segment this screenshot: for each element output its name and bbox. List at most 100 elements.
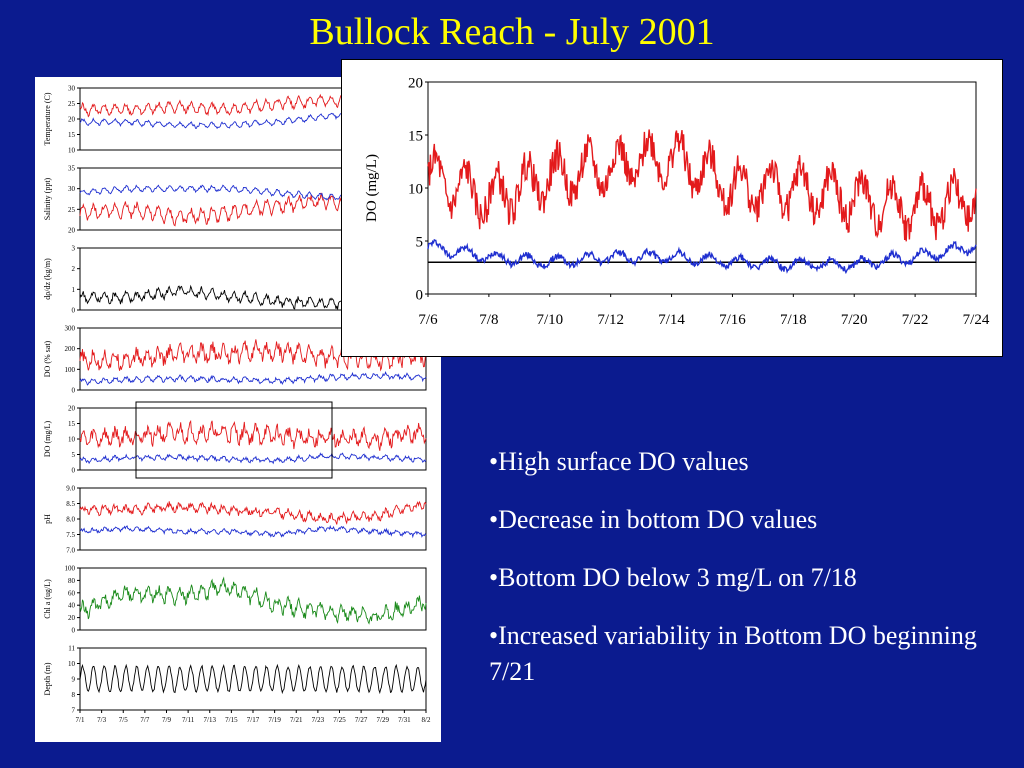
y-tick-label: 7.5 [66,531,75,539]
y-tick-label: 8.5 [66,500,75,508]
y-tick-label: 10 [68,146,76,154]
x-tick-label: 7/12 [597,312,624,328]
panel-frame [79,567,427,631]
y-tick-label: 40 [68,602,76,610]
y-axis-label: DO (% sat) [43,340,52,377]
y-tick-label: 20 [68,115,76,123]
y-tick-label: 60 [68,589,76,597]
y-tick-label: 15 [408,128,423,144]
y-tick-label: 8 [72,691,76,699]
y-tick-label: 5 [416,234,424,250]
series-line-2 [79,371,427,386]
slide-title: Bullock Reach - July 2001 [309,11,715,53]
x-tick-label: 7/1 [76,716,85,724]
x-tick-label: 7/29 [377,716,390,724]
series-line-1 [427,129,977,242]
y-tick-label: 0 [72,306,76,314]
bullet-item: •High surface DO values [489,447,749,476]
y-tick-label: 0 [416,287,424,303]
y-tick-label: 15 [68,131,76,139]
x-tick-label: 7/21 [290,716,303,724]
y-axis-label: Depth (m) [43,662,52,695]
y-axis-label: DO (mg/L) [364,154,380,222]
x-tick-label: 7/8 [479,312,498,328]
x-tick-label: 7/6 [418,312,438,328]
y-tick-label: 0 [72,466,76,474]
y-tick-label: 10 [408,181,423,197]
y-tick-label: 20 [68,226,76,234]
panel-ph: 7.0 7.5 8.0 8.5 9.0 pH [43,484,427,554]
panel-do-saturation: 0 100 200 300 DO (% sat) [43,324,427,394]
y-tick-label: 10 [68,660,76,668]
do-zoom-chart: 0 5 10 15 20 DO (mg/L) 7/6 7/8 7/10 7/12 7/14 7/16 7… [341,59,1003,357]
bullet-item: •Decrease in bottom DO values [489,505,818,534]
x-tick-label: 7/13 [204,716,217,724]
zoom-highlight-box [135,401,333,479]
x-tick-label: 7/27 [355,716,368,724]
y-tick-label: 80 [68,577,76,585]
series-line-1 [79,663,427,695]
y-tick-label: 15 [68,420,76,428]
y-tick-label: 100 [65,564,76,572]
x-tick-label: 7/31 [398,716,411,724]
x-tick-label: 8/2 [422,716,431,724]
x-tick-label: 7/11 [182,716,195,724]
series-line-2 [79,524,427,539]
y-tick-label: 0 [72,386,76,394]
y-axis-label: dρ/dz (kg/m) [43,258,52,300]
x-tick-label: 7/19 [268,716,281,724]
x-tick-label: 7/3 [97,716,106,724]
x-tick-label: 7/7 [140,716,149,724]
y-tick-label: 30 [68,185,76,193]
y-tick-label: 20 [408,75,423,91]
x-tick-label: 7/18 [780,312,807,328]
series-line-1 [79,576,427,625]
series-line-2 [79,451,427,465]
x-tick-label: 7/9 [162,716,171,724]
y-axis-label: Chl a (ug/L) [43,579,52,619]
panel-depth: 7 8 9 10 11 Depth (m) 7/1 7/3 7/5 7/7 7/9 7/11 7/13 7… [43,644,431,724]
y-tick-label: 5 [72,451,76,459]
y-tick-label: 20 [68,404,76,412]
panel-frame [79,487,427,551]
series-line-1 [79,339,427,372]
y-axis-label: pH [43,514,52,524]
y-axis-label: Temperature (C) [43,92,52,145]
y-tick-label: 25 [68,100,76,108]
panel-do-mgl: 0 5 10 15 20 DO (mg/L) [43,404,427,474]
x-tick-label: 7/23 [312,716,325,724]
y-tick-label: 300 [65,324,76,332]
x-tick-label: 7/10 [536,312,563,328]
y-tick-label: 2 [72,265,76,273]
y-axis-label: Salinity (ppt) [43,177,52,220]
y-axis-label: DO (mg/L) [43,421,52,458]
x-tick-label: 7/24 [963,312,990,328]
x-tick-label: 7/22 [902,312,929,328]
series-line-2 [427,238,977,275]
y-tick-label: 30 [68,84,76,92]
x-tick-label: 7/17 [247,716,260,724]
bullet-list: •High surface DO values •Decrease in bot… [489,444,999,712]
x-tick-label: 7/5 [119,716,128,724]
y-tick-label: 35 [68,164,76,172]
x-tick-label: 7/16 [719,312,746,328]
y-tick-label: 100 [65,366,76,374]
series-line-1 [79,419,427,451]
y-tick-label: 200 [65,345,76,353]
x-tick-label: 7/15 [225,716,238,724]
y-tick-label: 9.0 [66,484,75,492]
panel-do-zoom: 0 5 10 15 20 DO (mg/L) 7/6 7/8 7/10 7/12 7/14 7/16 7… [364,75,990,328]
y-tick-label: 1 [72,286,76,294]
do-zoom-svg: 0 5 10 15 20 DO (mg/L) 7/6 7/8 7/10 7/12 7/14 7/16 7… [364,75,990,328]
bullet-item: •Bottom DO below 3 mg/L on 7/18 [489,563,857,592]
x-tick-label: 7/14 [658,312,685,328]
y-tick-label: 0 [72,626,76,634]
y-tick-label: 20 [68,614,76,622]
x-tick-label: 7/25 [333,716,346,724]
y-tick-label: 7.0 [66,546,75,554]
x-tick-label: 7/20 [841,312,868,328]
y-tick-label: 11 [68,644,75,652]
y-tick-label: 9 [72,675,76,683]
y-tick-label: 25 [68,206,76,214]
series-line-1 [79,500,427,525]
